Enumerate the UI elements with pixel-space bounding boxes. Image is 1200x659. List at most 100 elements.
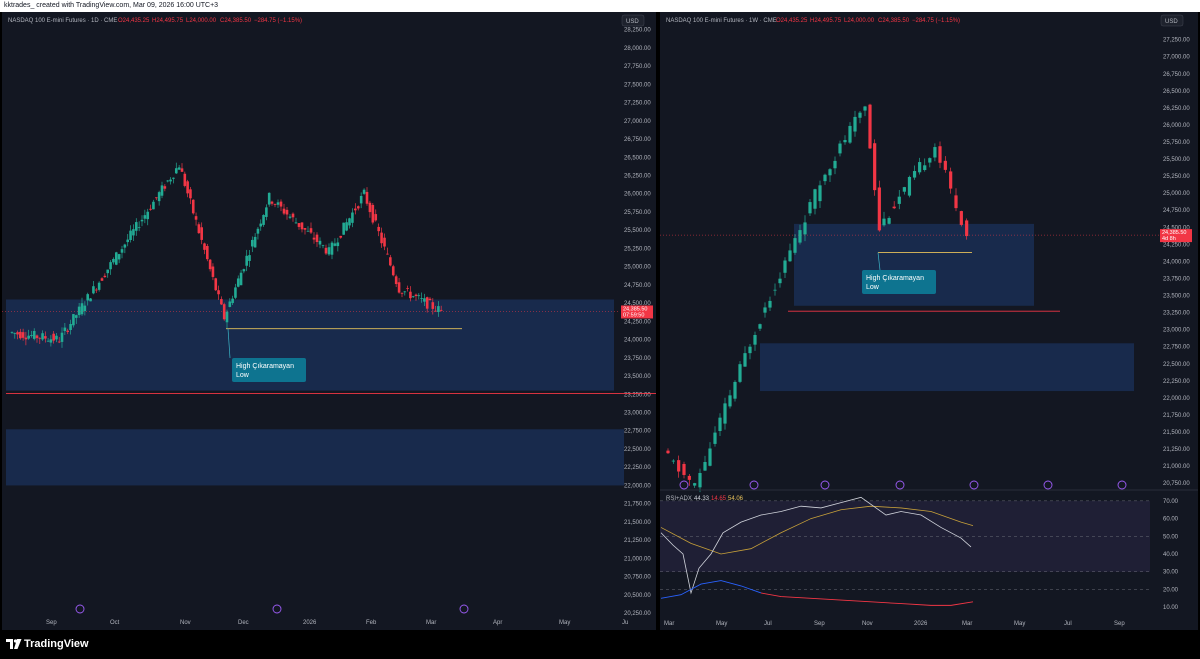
x-tick-6: Mar bbox=[426, 620, 436, 626]
x-tick-3: Dec bbox=[238, 620, 249, 626]
event-icon bbox=[895, 480, 905, 490]
candle-body bbox=[858, 112, 862, 118]
x-tick-2: Jul bbox=[764, 621, 772, 627]
candle-body bbox=[877, 187, 881, 231]
candle-body bbox=[409, 291, 412, 299]
candle-body bbox=[693, 483, 697, 486]
ohlc-h: H24,495.75 bbox=[810, 18, 842, 24]
candle-body bbox=[27, 335, 30, 339]
candle-body bbox=[808, 202, 812, 214]
candle-body bbox=[666, 450, 670, 454]
y-tick-4: 27,250.00 bbox=[624, 101, 651, 107]
ohlc-l: L24,000.00 bbox=[186, 18, 217, 24]
rsi-y-tick-4: 30.00 bbox=[1163, 570, 1179, 576]
x-tick-1: May bbox=[716, 621, 727, 627]
candle-body bbox=[354, 208, 357, 211]
demand-zone-0 bbox=[6, 299, 614, 391]
candle-body bbox=[949, 171, 953, 189]
candle-body bbox=[923, 165, 927, 170]
candle-body bbox=[417, 295, 421, 297]
candle-body bbox=[203, 243, 206, 250]
candle-body bbox=[818, 185, 822, 202]
currency-label: USD bbox=[626, 19, 639, 25]
y-tick-8: 25,250.00 bbox=[1163, 174, 1190, 180]
candle-body bbox=[330, 242, 334, 255]
candle-body bbox=[954, 195, 958, 209]
candle-body bbox=[345, 222, 348, 231]
candle-body bbox=[270, 201, 274, 204]
y-tick-19: 23,500.00 bbox=[624, 374, 651, 380]
weekly-chart-svg[interactable]: NASDAQ 100 E-mini Futures · 1W · CME O24,… bbox=[660, 12, 1198, 630]
candle-body bbox=[245, 255, 248, 266]
candle-body bbox=[273, 204, 277, 205]
candle-body bbox=[220, 299, 223, 305]
daily-chart-svg[interactable]: NASDAQ 100 E-mini Futures · 1D · CME O24,… bbox=[2, 12, 656, 630]
annotation-line-1: High Çıkaramayan bbox=[236, 363, 294, 370]
candle-body bbox=[833, 160, 837, 169]
candle-body bbox=[177, 167, 181, 170]
event-icon bbox=[679, 480, 689, 490]
candle-body bbox=[763, 307, 767, 313]
candle-body bbox=[100, 278, 104, 281]
symbol-title: NASDAQ 100 E-mini Futures · 1D · CME bbox=[8, 18, 117, 24]
candle-body bbox=[359, 195, 363, 204]
candle-body bbox=[197, 224, 201, 234]
candle-body bbox=[713, 432, 717, 444]
candle-body bbox=[868, 104, 872, 149]
watermark-bar: kktrades_ created with TradingView.com, … bbox=[0, 0, 1200, 12]
rsi-y-tick-6: 10.00 bbox=[1163, 605, 1179, 611]
ohlc-c: C24,385.50 bbox=[220, 18, 252, 24]
candle-body bbox=[21, 332, 25, 338]
indicator-value-2: 54.06 bbox=[728, 496, 744, 502]
candle-body bbox=[117, 254, 121, 260]
candle-body bbox=[793, 238, 797, 253]
candle-body bbox=[80, 303, 84, 315]
candle-body bbox=[356, 206, 360, 209]
footer-bar bbox=[0, 630, 1200, 659]
candle-body bbox=[743, 353, 747, 367]
y-tick-26: 20,750.00 bbox=[1163, 481, 1190, 487]
daily-chart-pane[interactable]: NASDAQ 100 E-mini Futures · 1D · CME O24,… bbox=[2, 12, 656, 630]
candle-body bbox=[733, 381, 737, 399]
y-tick-2: 26,750.00 bbox=[1163, 72, 1190, 78]
candle-body bbox=[129, 230, 132, 240]
x-tick-9: Ju bbox=[622, 620, 628, 626]
y-tick-5: 26,000.00 bbox=[1163, 123, 1190, 129]
rsi-ma-line bbox=[660, 505, 974, 555]
candle-body bbox=[134, 222, 138, 231]
candle-body bbox=[823, 174, 827, 182]
ohlc-o: O24,435.25 bbox=[118, 18, 150, 24]
x-tick-8: May bbox=[559, 620, 570, 626]
candle-body bbox=[112, 258, 115, 263]
rsi-y-tick-2: 50.00 bbox=[1163, 534, 1179, 540]
candle-body bbox=[140, 219, 144, 222]
ohlc-l: L24,000.00 bbox=[844, 18, 875, 24]
candle-body bbox=[225, 311, 229, 323]
x-tick-7: May bbox=[1014, 621, 1025, 627]
candle-body bbox=[938, 146, 942, 163]
candle-body bbox=[103, 275, 107, 278]
candle-body bbox=[234, 287, 237, 298]
candle-body bbox=[897, 196, 901, 204]
candle-body bbox=[256, 228, 260, 234]
candle-body bbox=[439, 309, 443, 311]
event-icon bbox=[75, 604, 85, 614]
candle-body bbox=[368, 202, 372, 213]
candle-body bbox=[174, 168, 178, 174]
candle-body bbox=[166, 180, 170, 182]
candle-body bbox=[126, 239, 130, 243]
candle-body bbox=[339, 235, 343, 238]
candle-body bbox=[738, 364, 742, 382]
candle-body bbox=[423, 298, 426, 302]
candle-body bbox=[959, 211, 963, 225]
annotation-box bbox=[862, 270, 936, 294]
x-tick-4: 2026 bbox=[303, 620, 317, 626]
candle-body bbox=[907, 176, 912, 196]
candle-body bbox=[74, 315, 78, 318]
weekly-chart-pane[interactable]: NASDAQ 100 E-mini Futures · 1W · CME O24,… bbox=[660, 12, 1198, 630]
candle-body bbox=[863, 106, 867, 111]
y-tick-20: 23,250.00 bbox=[624, 392, 651, 398]
candle-body bbox=[16, 332, 19, 335]
candle-body bbox=[873, 143, 877, 191]
rsi-line bbox=[660, 496, 972, 595]
